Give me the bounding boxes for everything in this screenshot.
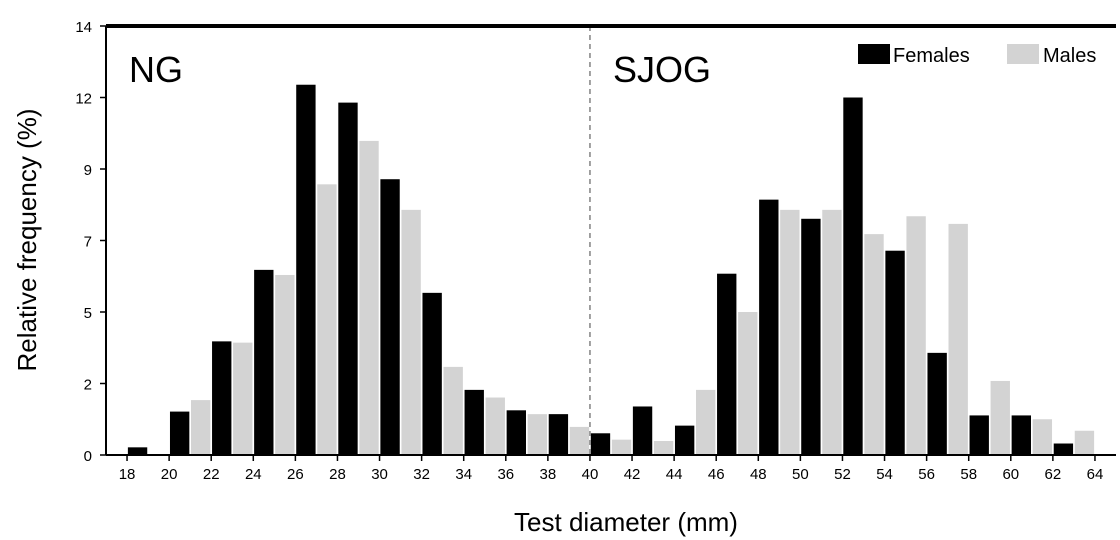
x-tick-label: 20 [161,466,178,483]
bar-females [254,269,274,455]
y-tick-label: 14 [75,19,92,36]
bar-males [822,209,842,455]
x-tick-label: 44 [666,466,683,483]
x-tick-label: 28 [329,466,346,483]
bar-females [885,250,905,455]
bar-females [169,411,190,455]
bar-females [590,433,611,455]
x-tick-label: 36 [497,466,514,483]
bar-females [548,414,569,455]
bar-males [569,426,590,455]
legend-label-females: Females [893,45,970,67]
x-tick-label: 58 [960,466,977,483]
bar-females [674,425,695,455]
bar-males [653,440,674,455]
bar-males [780,209,800,455]
bar-females [717,273,737,455]
bar-males [191,400,211,455]
legend-swatch-females [858,44,890,64]
x-tick-label: 30 [371,466,388,483]
bar-females [759,199,779,455]
x-axis-title: Test diameter (mm) [514,507,738,537]
bar-females [338,102,358,456]
bar-females [506,410,526,455]
y-tick-label: 5 [84,305,92,322]
bar-males [864,234,884,455]
x-tick-label: 24 [245,466,262,483]
x-tick-label: 48 [750,466,767,483]
bar-females [296,84,316,455]
bar-males [443,366,463,455]
bar-females [380,179,400,455]
x-tick-label: 38 [540,466,557,483]
labels-layer: Test diameter (mm) Relative frequency (%… [12,19,1103,537]
y-axis-title: Relative frequency (%) [12,109,42,372]
x-tick-label: 22 [203,466,220,483]
bar-females [632,406,653,455]
y-tick-label: 12 [75,91,92,108]
x-tick-label: 50 [792,466,809,483]
bar-males [359,140,379,455]
y-tick-label: 7 [84,234,92,251]
bar-males [317,184,337,455]
bar-females [969,415,989,455]
x-tick-label: 56 [918,466,935,483]
x-tick-label: 26 [287,466,304,483]
legend-label-males: Males [1043,45,1096,67]
x-tick-label: 32 [413,466,430,483]
bar-females [843,97,863,455]
panel-label: NG [129,49,183,90]
bar-males [1032,419,1053,455]
panel-label: SJOG [613,49,711,90]
x-tick-label: 62 [1045,466,1062,483]
x-tick-label: 54 [876,466,893,483]
bar-females [422,292,442,455]
bar-males [275,274,295,455]
bars-layer [127,84,1095,456]
bar-males [948,223,968,455]
x-tick-label: 46 [708,466,725,483]
x-tick-label: 18 [119,466,136,483]
bar-males [233,342,253,455]
bar-males [611,439,632,455]
bar-males [990,380,1010,455]
x-tick-label: 64 [1087,466,1104,483]
y-tick-label: 2 [84,377,92,394]
bar-males [485,397,505,455]
bar-females [464,389,484,455]
legend-swatch-males [1007,44,1039,64]
y-tick-label: 9 [84,162,92,179]
bar-males [696,389,716,455]
x-tick-label: 42 [624,466,641,483]
axes-layer [100,24,1116,461]
bar-males [738,312,758,455]
bar-females [127,447,148,455]
x-tick-label: 60 [1002,466,1019,483]
bar-females [212,341,232,455]
bar-females [1011,415,1031,455]
x-tick-label: 52 [834,466,851,483]
x-tick-label: 34 [455,466,472,483]
legend: Females Males [858,44,1096,67]
x-tick-label: 40 [582,466,599,483]
y-tick-label: 0 [84,448,92,465]
bar-males [401,209,421,455]
bar-females [801,218,821,455]
bar-males [1074,430,1095,455]
bar-females [1053,443,1074,455]
bar-females [927,352,947,455]
bar-males [527,414,548,455]
bar-males [906,216,926,455]
